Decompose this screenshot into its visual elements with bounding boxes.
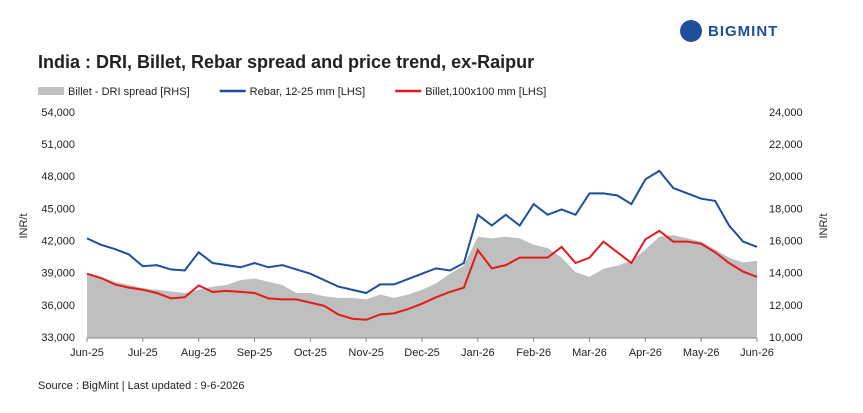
- legend-label: Billet - DRI spread [RHS]: [68, 86, 190, 98]
- y-tick-label: 39,000: [41, 268, 75, 280]
- price-line: [86, 169, 758, 295]
- x-tick-label: Jun-26: [740, 347, 774, 359]
- x-tick-label: Apr-26: [629, 347, 662, 359]
- legend-label: Billet,100x100 mm [LHS]: [425, 86, 546, 98]
- y2-tick-label: 16,000: [769, 235, 803, 247]
- y2-axis-label: INR/t: [818, 213, 830, 238]
- y-axis-label: INR/t: [18, 213, 30, 238]
- y2-tick-label: 24,000: [769, 107, 803, 119]
- logo-icon: [680, 20, 702, 42]
- y-tick-label: 42,000: [41, 235, 75, 247]
- y-tick-label: 33,000: [41, 332, 75, 344]
- x-tick-label: Aug-25: [181, 347, 216, 359]
- x-tick-label: May-26: [683, 347, 720, 359]
- y2-tick-label: 14,000: [769, 268, 803, 280]
- chart-title: India : DRI, Billet, Rebar spread and pr…: [38, 52, 534, 72]
- logo: BIGMINT: [708, 23, 778, 40]
- x-tick-label: Nov-25: [348, 347, 383, 359]
- y-tick-label: 54,000: [41, 107, 75, 119]
- y-tick-label: 51,000: [41, 139, 75, 151]
- y2-tick-label: 22,000: [769, 139, 803, 151]
- x-tick-label: Jan-26: [461, 347, 495, 359]
- x-tick-label: Jun-25: [70, 347, 104, 359]
- y-tick-label: 36,000: [41, 300, 75, 312]
- legend-label: Rebar, 12-25 mm [LHS]: [250, 86, 366, 98]
- x-tick-label: Sep-25: [237, 347, 272, 359]
- y2-tick-label: 12,000: [769, 300, 803, 312]
- y-tick-label: 45,000: [41, 203, 75, 215]
- y2-tick-label: 10,000: [769, 332, 803, 344]
- x-tick-label: Mar-26: [572, 347, 607, 359]
- y-tick-label: 48,000: [41, 171, 75, 183]
- source: Source : BigMint | Last updated : 9-6-20…: [38, 380, 244, 392]
- y2-tick-label: 20,000: [769, 171, 803, 183]
- y2-tick-label: 18,000: [769, 203, 803, 215]
- x-tick-label: Oct-25: [294, 347, 327, 359]
- x-tick-label: Dec-25: [404, 347, 439, 359]
- x-tick-label: Feb-26: [516, 347, 551, 359]
- legend-swatch: [38, 87, 64, 95]
- spread-area: [87, 235, 757, 338]
- price-line: [86, 229, 758, 321]
- x-tick-label: Jul-25: [128, 347, 158, 359]
